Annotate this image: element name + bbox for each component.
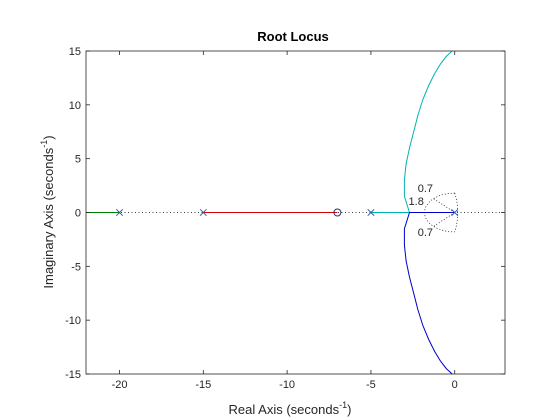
x-axis-label-close: ) [347, 402, 351, 417]
x-tick-label-4: -5 [366, 379, 376, 391]
grid-annotations: 0.71.80.7 [409, 183, 434, 239]
zero-marker-1 [333, 208, 342, 217]
y-axis-label: Imaginary Axis (seconds-1) [39, 135, 56, 288]
pole-marker-3 [367, 208, 375, 217]
y-tick-label-5: 5 [75, 154, 81, 166]
x-tick-label-2: -15 [195, 379, 211, 391]
pole-marker-2 [199, 208, 207, 217]
pole-zero-markers [115, 208, 459, 217]
pole-marker-4 [451, 208, 459, 217]
y-tick-label-7: 15 [69, 46, 81, 58]
y-tick-label-6: 10 [69, 100, 81, 112]
y-axis-label-close: ) [41, 135, 56, 139]
x-tick-label-5: 0 [452, 379, 458, 391]
y-axis-label-exponent: -1 [39, 140, 49, 148]
x-tick-label-1: -20 [112, 379, 128, 391]
damping-ray [433, 198, 455, 213]
pole-marker-1 [115, 208, 124, 217]
locus-branch-3 [370, 50, 453, 213]
y-tick-label-3: -5 [71, 261, 81, 273]
x-tick-label-3: -10 [279, 379, 295, 391]
y-tick-label-4: 0 [75, 208, 81, 220]
x-axis-label-text: Real Axis (seconds [229, 402, 340, 417]
y-tick-label-2: -10 [65, 315, 81, 327]
x-axis-label: Real Axis (seconds-1) [229, 400, 352, 417]
y-tick-label-1: -15 [65, 369, 81, 381]
grid-annotation-2: 1.8 [409, 196, 424, 208]
chart-title: Root Locus [257, 29, 329, 44]
grid-annotation-1: 0.7 [418, 183, 433, 195]
grid-annotation-3: 0.7 [418, 227, 433, 239]
frequency-contour-inner [454, 193, 459, 232]
locus-branches [86, 50, 455, 375]
x-axis-label-exponent: -1 [339, 400, 347, 410]
locus-branch-4 [403, 212, 455, 375]
damping-ray [433, 212, 455, 227]
axis-ticks: -20 -15 -10 -5 0 -15 -10 -5 0 5 10 15 [65, 46, 505, 391]
y-axis-label-text: Imaginary Axis (seconds [41, 147, 56, 288]
